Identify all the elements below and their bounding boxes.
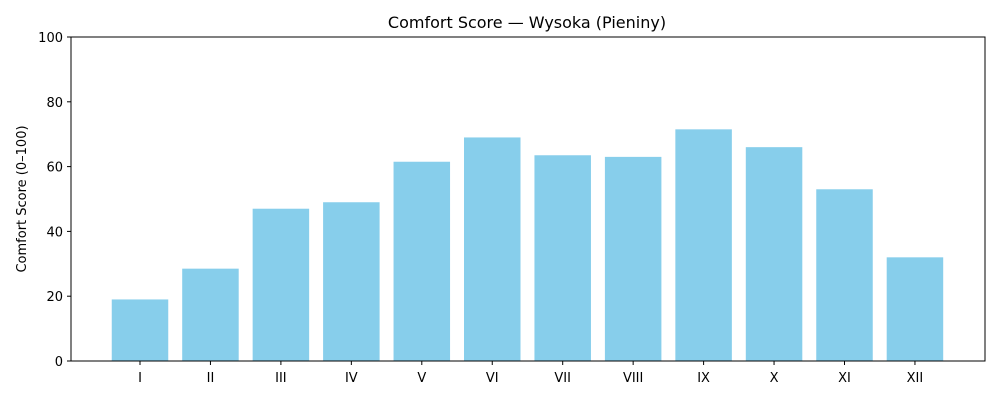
- y-axis-label: Comfort Score (0–100): [15, 125, 30, 272]
- x-tick-label: X: [770, 371, 779, 386]
- x-tick-label: II: [207, 371, 215, 386]
- bar-V: [393, 161, 451, 361]
- bar-IV: [323, 202, 380, 361]
- x-tick-label: IV: [345, 371, 358, 386]
- bar-X: [745, 147, 803, 361]
- chart-title: Comfort Score — Wysoka (Pieniny): [388, 13, 666, 32]
- bar-I: [111, 299, 169, 361]
- x-tick-label: I: [138, 371, 142, 386]
- x-tick-label: IX: [697, 371, 710, 386]
- y-tick-label: 100: [38, 31, 63, 46]
- y-ticks: 0 20 40 60 80 100: [38, 31, 71, 370]
- x-tick-label: XII: [907, 371, 924, 386]
- y-tick-label: 80: [46, 96, 63, 111]
- x-tick-label: III: [275, 371, 287, 386]
- bar-VIII: [604, 156, 662, 361]
- y-tick-label: 20: [46, 290, 63, 305]
- bar-VII: [534, 155, 591, 361]
- x-ticks: I II III IV V VI VII VIII IX X XI XII: [138, 361, 923, 386]
- y-tick-label: 0: [55, 355, 63, 370]
- bar-XI: [816, 189, 873, 361]
- bars-group: [111, 129, 944, 361]
- bar-XII: [886, 257, 944, 361]
- plot-frame: [70, 36, 986, 362]
- y-tick-label: 40: [46, 225, 63, 240]
- bar-IX: [675, 129, 732, 361]
- x-tick-label: V: [417, 371, 426, 386]
- bar-III: [252, 208, 310, 361]
- x-tick-label: VII: [554, 371, 571, 386]
- bar-II: [182, 268, 239, 361]
- x-tick-label: XI: [838, 371, 851, 386]
- bar-VI: [464, 137, 521, 361]
- x-tick-label: VI: [486, 371, 499, 386]
- x-tick-label: VIII: [623, 371, 643, 386]
- y-tick-label: 60: [46, 161, 63, 176]
